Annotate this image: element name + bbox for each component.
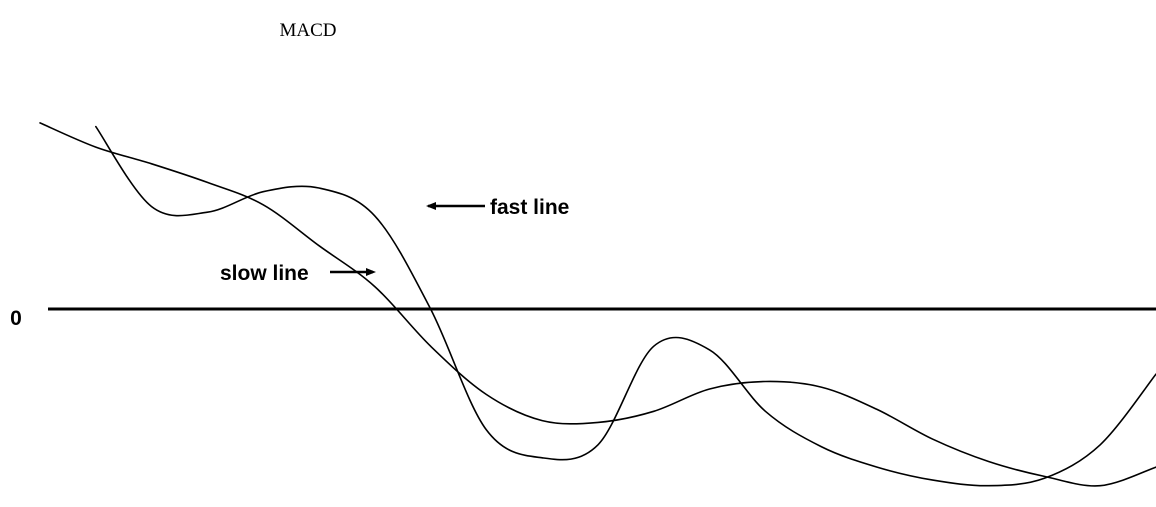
slow-line-annotation: slow line — [220, 262, 376, 285]
fast-line-pointer-arrowhead — [426, 202, 436, 210]
slow-line-series — [39, 122, 1156, 487]
slow-line-label: slow line — [220, 262, 309, 285]
fast-line-label: fast line — [490, 196, 569, 219]
fast-line-annotation: fast line — [426, 196, 569, 219]
fast-line-series — [95, 125, 1156, 487]
slow-line-pointer-arrowhead — [366, 268, 376, 276]
chart-title: MACD — [279, 20, 336, 41]
zero-tick-label: 0 — [10, 307, 22, 330]
